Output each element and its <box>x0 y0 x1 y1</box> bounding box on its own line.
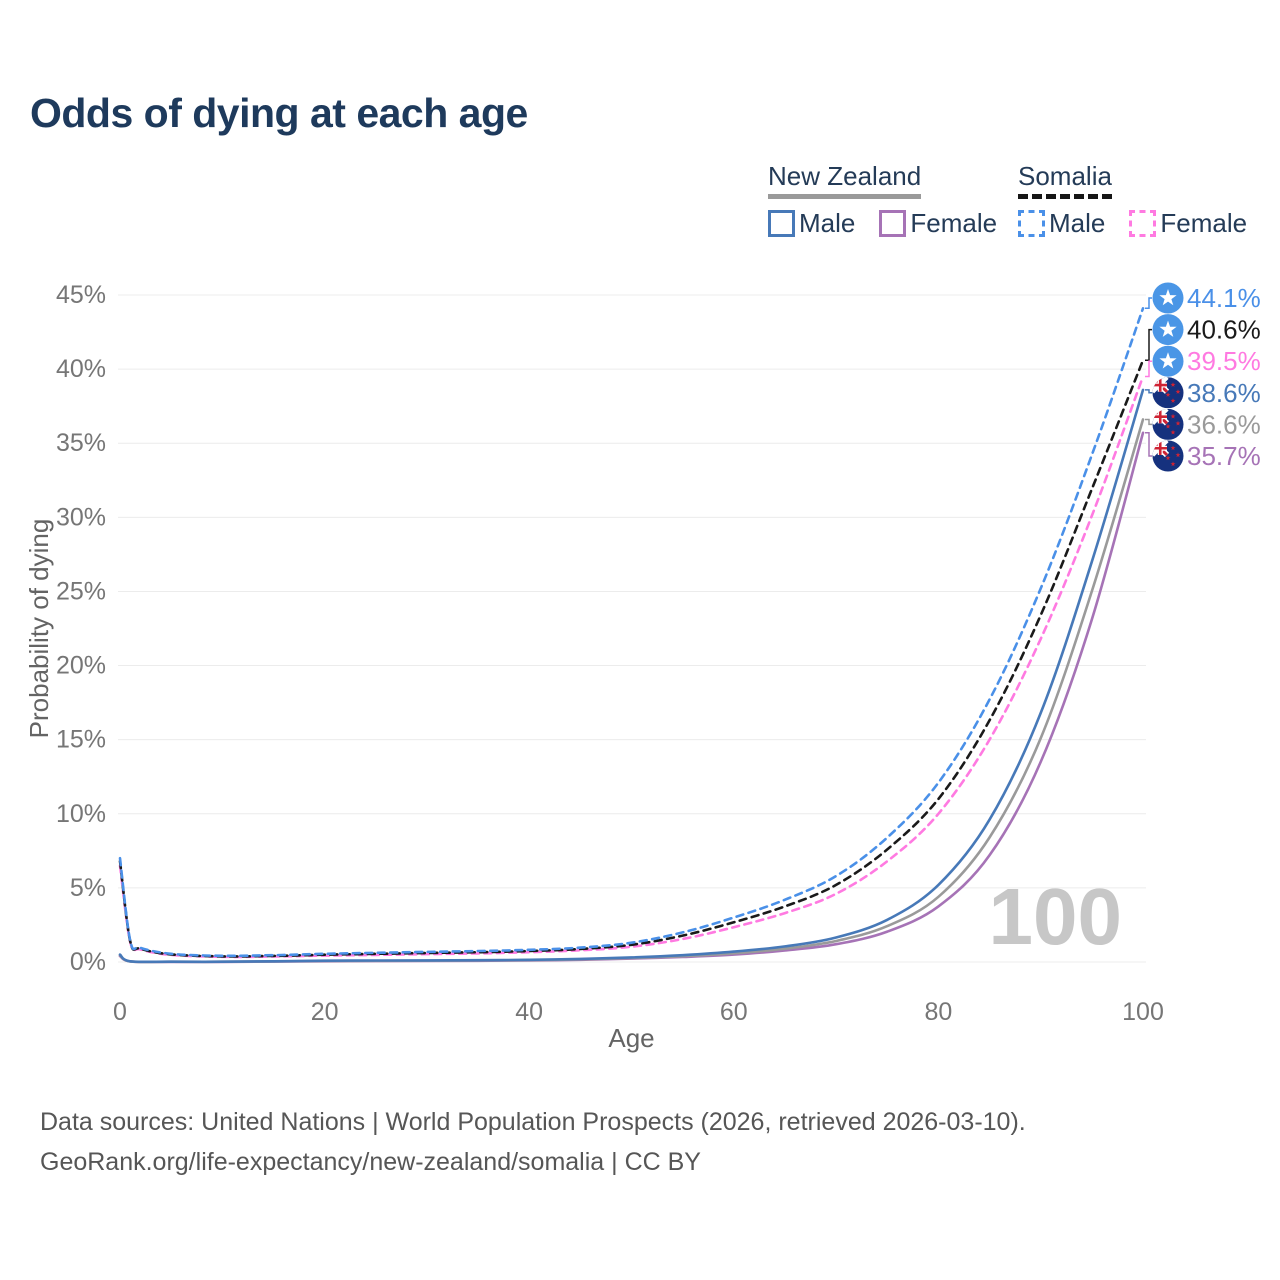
series-line-somalia-both[interactable] <box>118 358 1145 958</box>
label-leader-line <box>1145 418 1152 426</box>
southern-cross-star <box>1170 382 1176 387</box>
y-tick-label: 30% <box>56 503 106 531</box>
x-tick-label: 60 <box>720 998 748 1026</box>
southern-cross-star <box>1165 423 1171 429</box>
label-leader-line <box>1145 432 1152 457</box>
attribution-link-text: GeoRank.org/life-expectancy/new-zealand/… <box>40 1148 701 1176</box>
legend-label: Female <box>1160 207 1248 238</box>
southern-cross-star <box>1170 413 1176 419</box>
legend-item-nz-female[interactable]: Female <box>879 208 997 239</box>
x-tick-label: 40 <box>515 998 543 1026</box>
label-leader-line <box>1145 360 1152 378</box>
series-line-somalia-female[interactable] <box>118 375 1145 959</box>
end-value-label-new-zealand-both: 36.6% <box>1187 409 1261 439</box>
legend-label: Male <box>1049 207 1106 238</box>
x-tick-label: 80 <box>924 998 952 1026</box>
southern-cross-star <box>1170 429 1176 435</box>
label-leader-line <box>1145 389 1152 394</box>
nz-female-swatch-icon <box>879 209 907 237</box>
legend-country-new-zealand: New Zealand <box>768 162 922 199</box>
legend-item-somalia-female[interactable]: Female <box>1129 208 1247 239</box>
star-glyph <box>1159 320 1177 337</box>
somalia-female-swatch-icon <box>1129 209 1157 237</box>
legend-country-somalia: Somalia <box>1018 162 1112 199</box>
series-line-somalia-male[interactable] <box>118 307 1145 958</box>
age-watermark: 100 <box>989 872 1122 961</box>
y-axis-title: Probability of dying <box>24 519 54 739</box>
y-tick-label: 15% <box>56 726 106 754</box>
southern-cross-star <box>1175 420 1181 426</box>
somalia-flag-icon <box>1152 282 1184 314</box>
legend-group-new-zealand: New Zealand Male Female <box>768 162 997 239</box>
end-value-label-new-zealand-female: 35.7% <box>1187 441 1261 471</box>
x-tick-label: 0 <box>113 998 127 1026</box>
label-leader-line <box>1145 328 1152 361</box>
new-zealand-flag-icon <box>1152 440 1184 472</box>
legend-item-somalia-male[interactable]: Male <box>1018 208 1105 239</box>
legend-label: Male <box>799 207 856 238</box>
y-tick-label: 5% <box>70 874 106 902</box>
y-tick-label: 40% <box>56 355 106 383</box>
somalia-flag-icon <box>1152 345 1184 377</box>
southern-cross-star <box>1170 461 1176 467</box>
southern-cross-star <box>1165 455 1171 461</box>
y-tick-label: 0% <box>70 948 106 976</box>
star-glyph <box>1159 352 1177 369</box>
legend-label: Female <box>910 207 998 238</box>
legend-group-somalia: Somalia Male Female <box>1018 162 1247 239</box>
nz-male-swatch-icon <box>768 209 795 237</box>
southern-cross-star <box>1170 398 1176 403</box>
label-leader-line <box>1145 297 1152 310</box>
series-line-new-zealand-male[interactable] <box>118 388 1145 964</box>
star-glyph <box>1159 289 1177 306</box>
end-value-label-somalia-male: 44.1% <box>1187 283 1261 313</box>
y-tick-label: 10% <box>56 800 106 828</box>
legend-item-nz-male[interactable]: Male <box>768 208 855 239</box>
southern-cross-star <box>1165 392 1171 397</box>
x-tick-label: 20 <box>311 998 339 1026</box>
y-tick-label: 35% <box>56 429 106 457</box>
new-zealand-flag-icon <box>1152 377 1184 409</box>
data-sources-text: Data sources: United Nations | World Pop… <box>40 1108 1026 1136</box>
y-tick-label: 20% <box>56 652 106 680</box>
x-tick-label: 100 <box>1122 998 1164 1026</box>
southern-cross-star <box>1175 389 1181 394</box>
end-value-label-new-zealand-male: 38.6% <box>1187 378 1261 408</box>
end-value-label-somalia-female: 39.5% <box>1187 346 1261 376</box>
x-axis-title: Age <box>608 1023 654 1053</box>
end-value-label-somalia-both: 40.6% <box>1187 315 1261 345</box>
new-zealand-flag-icon <box>1152 408 1184 440</box>
somalia-flag-icon <box>1152 314 1184 346</box>
southern-cross-star <box>1175 452 1181 458</box>
page-title: Odds of dying at each age <box>30 90 528 136</box>
y-tick-label: 45% <box>56 281 106 309</box>
somalia-male-swatch-icon <box>1018 209 1045 237</box>
y-tick-label: 25% <box>56 577 106 605</box>
southern-cross-star <box>1170 445 1176 451</box>
